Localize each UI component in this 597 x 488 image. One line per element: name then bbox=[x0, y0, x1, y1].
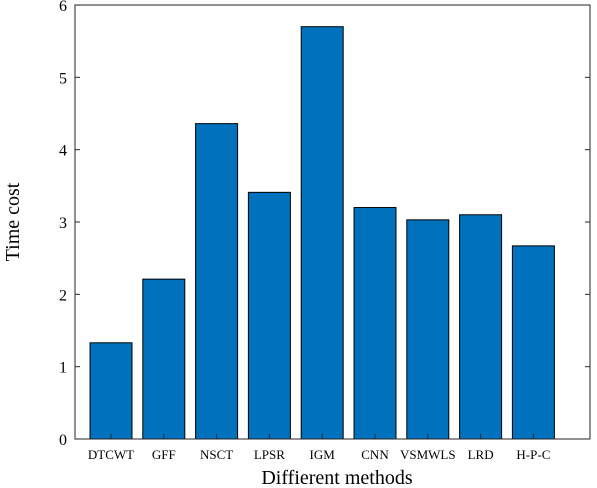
bar-lpsr bbox=[247, 191, 291, 440]
bar-lrd bbox=[459, 214, 503, 440]
bar-gff bbox=[142, 278, 186, 440]
x-tick-label-dtcwt: DTCWT bbox=[88, 447, 134, 462]
x-tick-label-lrd: LRD bbox=[468, 447, 494, 462]
bar-igm bbox=[300, 26, 344, 440]
y-axis-title: Time cost bbox=[2, 182, 24, 261]
x-tick-label-cnn: CNN bbox=[361, 447, 389, 462]
ticks-layer: DTCWT GFF NSCT LPSR IGM CNN VSMWLS LRD H-P-C 0 1 2 3… bbox=[59, 0, 590, 462]
x-tick-label-h-p-c: H-P-C bbox=[516, 447, 550, 462]
x-tick-label-nsct: NSCT bbox=[200, 447, 233, 462]
x-tick-label-gff: GFF bbox=[152, 447, 176, 462]
y-tick-label-5: 5 bbox=[59, 70, 67, 87]
bar-vsmwls bbox=[406, 219, 450, 440]
y-tick-label-1: 1 bbox=[59, 360, 67, 377]
y-tick-label-3: 3 bbox=[59, 215, 67, 232]
bar-h-p-c bbox=[511, 245, 555, 440]
y-tick-label-2: 2 bbox=[59, 287, 67, 304]
x-tick-label-vsmwls: VSMWLS bbox=[400, 447, 456, 462]
x-axis-title: Diffierent methods bbox=[261, 467, 412, 488]
bar-nsct bbox=[195, 123, 239, 440]
y-tick-label-4: 4 bbox=[59, 143, 67, 160]
x-tick-label-igm: IGM bbox=[310, 447, 336, 462]
y-tick-label-0: 0 bbox=[59, 432, 67, 449]
y-tick-label-6: 6 bbox=[59, 0, 67, 15]
bar-dtcwt bbox=[89, 342, 133, 440]
x-tick-label-lpsr: LPSR bbox=[254, 447, 285, 462]
bar-cnn bbox=[353, 207, 397, 440]
bars-layer bbox=[89, 26, 555, 440]
